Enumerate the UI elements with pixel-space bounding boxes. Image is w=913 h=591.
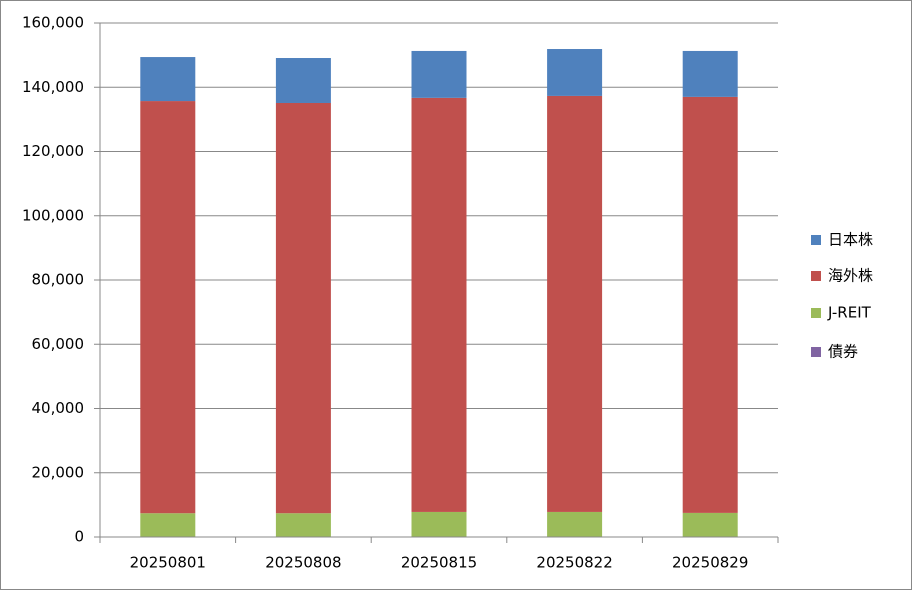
legend-swatch <box>811 235 821 245</box>
bar-segment <box>411 511 467 537</box>
legend-swatch <box>811 271 821 281</box>
bar-segment <box>547 49 603 96</box>
legend-label: 債券 <box>828 343 858 361</box>
y-tick-label: 120,000 <box>22 142 84 160</box>
y-tick-label: 20,000 <box>32 463 85 481</box>
bar-segment <box>547 95 603 512</box>
x-tick-label: 20250801 <box>130 554 206 572</box>
y-tick-label: 60,000 <box>32 335 85 353</box>
bar-segment <box>275 102 331 514</box>
y-tick-label: 80,000 <box>32 271 85 289</box>
y-tick-label: 100,000 <box>22 206 84 224</box>
legend-label: J-REIT <box>827 304 872 322</box>
bar-segment <box>411 97 467 512</box>
x-tick-label: 20250822 <box>536 554 612 572</box>
bar-segment <box>682 512 738 537</box>
legend-label: 日本株 <box>828 231 873 249</box>
bar-segment <box>547 511 603 537</box>
y-tick-label: 160,000 <box>22 14 84 32</box>
bar-segment <box>140 101 196 514</box>
bar-segment <box>682 50 738 97</box>
x-tick-label: 20250808 <box>265 554 341 572</box>
bar-segment <box>411 50 467 98</box>
x-tick-label: 20250829 <box>672 554 748 572</box>
bar-segment <box>682 96 738 513</box>
legend-label: 海外株 <box>828 267 873 285</box>
y-tick-label: 140,000 <box>22 78 84 96</box>
y-tick-label: 0 <box>74 528 84 546</box>
y-tick-label: 40,000 <box>32 399 85 417</box>
legend-swatch <box>811 308 821 318</box>
bar-segment <box>140 513 196 537</box>
legend-swatch <box>811 347 821 357</box>
x-tick-label: 20250815 <box>401 554 477 572</box>
bar-segment <box>140 57 196 102</box>
bar-segment <box>275 58 331 103</box>
bar-segment <box>275 513 331 537</box>
